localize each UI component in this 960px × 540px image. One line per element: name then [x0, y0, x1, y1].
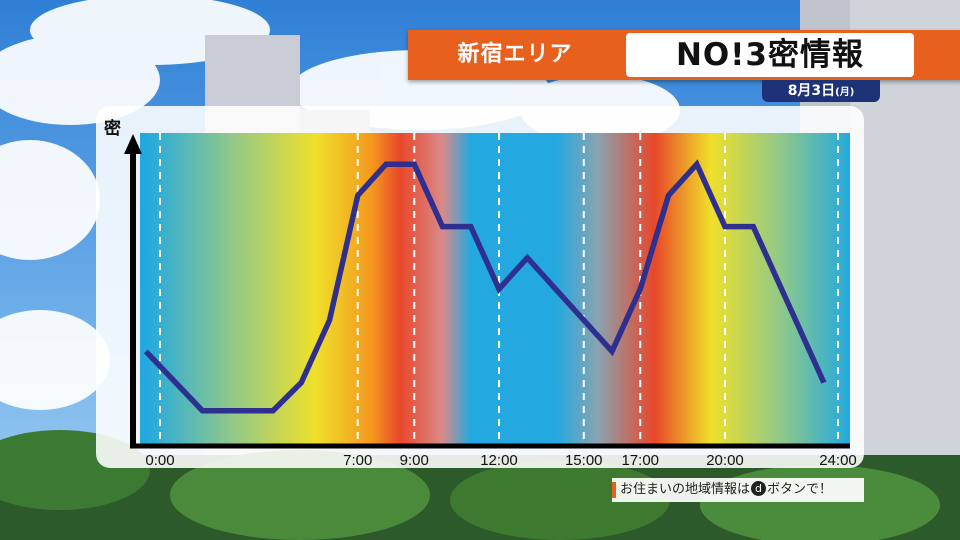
series-line: [143, 159, 827, 414]
x-tick-label: 15:00: [565, 452, 603, 469]
footer-accent-bar: [612, 482, 616, 498]
x-tick-label: 24:00: [819, 452, 857, 469]
footer-note-suffix: ボタンで！: [767, 482, 833, 497]
date-weekday: (月): [835, 87, 855, 98]
title-box: [626, 33, 914, 77]
page-title: NO!3密情報: [675, 37, 864, 73]
plot-heat-background: [140, 133, 850, 445]
footer-note-prefix: お住まいの地域情報は: [620, 482, 751, 497]
x-tick-label: 20:00: [706, 452, 744, 469]
y-axis-label: 密: [104, 118, 121, 139]
x-tick-label: 9:00: [400, 452, 429, 469]
date-badge: 8月3日(月): [762, 80, 880, 102]
date-main: 8月3日: [787, 83, 836, 99]
x-tick-label: 12:00: [480, 452, 518, 469]
footer-note: お住まいの地域情報は d ボタンで！: [612, 478, 864, 502]
d-button-icon: d: [751, 481, 767, 496]
x-tick-label: 0:00: [145, 452, 174, 469]
area-label: 新宿エリア: [457, 42, 573, 67]
x-tick-label: 7:00: [343, 452, 372, 469]
x-tick-label: 17:00: [621, 452, 659, 469]
y-axis-arrow-icon: [124, 134, 142, 154]
